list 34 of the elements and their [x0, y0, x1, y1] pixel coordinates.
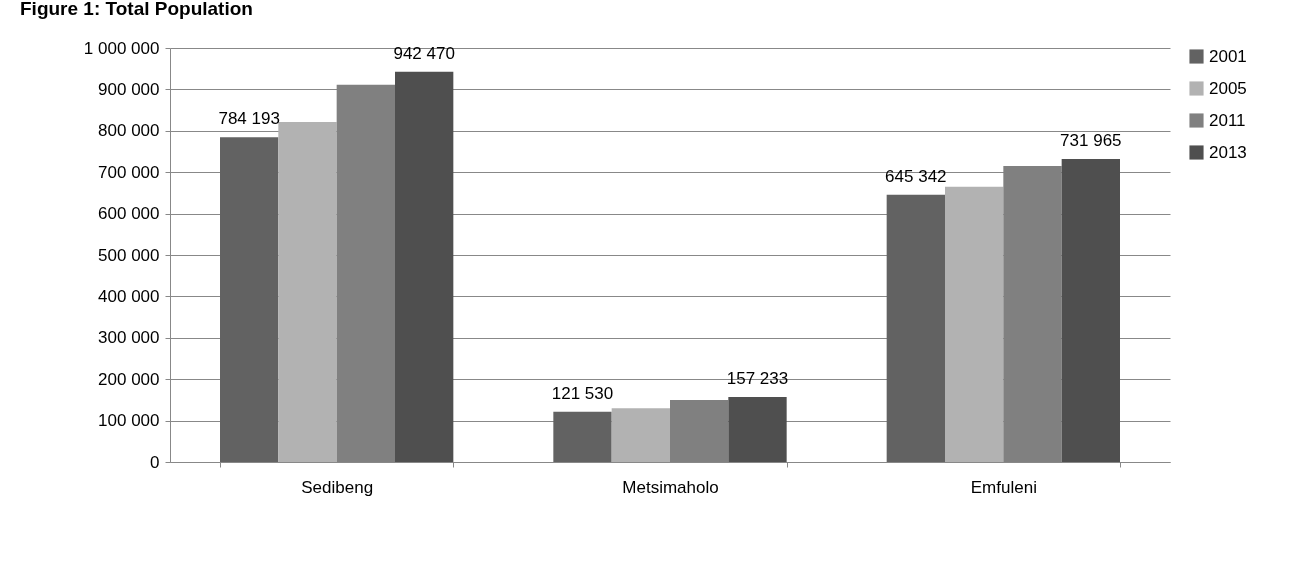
x-tick-label: Sedibeng [301, 477, 374, 497]
bar [728, 396, 787, 462]
y-tick-label: 500 000 [98, 245, 160, 265]
data-label: 731 965 [1060, 130, 1122, 150]
y-tick-label: 400 000 [98, 286, 160, 306]
bar [886, 194, 945, 462]
data-label: 942 470 [393, 43, 455, 63]
legend-label: 2005 [1209, 78, 1247, 98]
bar [220, 137, 279, 462]
y-tick-label: 700 000 [98, 162, 160, 182]
data-label: 784 193 [218, 109, 280, 129]
bar [1061, 158, 1120, 462]
y-tick-label: 800 000 [98, 121, 160, 141]
bar [553, 411, 612, 462]
chart-title: Figure 1: Total Population [20, 0, 253, 19]
data-label: 645 342 [885, 166, 947, 186]
bar [278, 122, 337, 462]
bar [945, 186, 1004, 462]
y-tick-label: 600 000 [98, 204, 160, 224]
legend-label: 2013 [1209, 142, 1247, 162]
data-label: 121 530 [551, 383, 614, 403]
bar [395, 71, 454, 462]
legend-label: 2011 [1209, 110, 1246, 130]
y-tick-label: 300 000 [98, 328, 160, 348]
data-label: 157 233 [726, 368, 789, 388]
bar [611, 408, 670, 462]
y-tick-label: 1 000 000 [83, 38, 160, 58]
y-tick-label: 0 [150, 452, 160, 472]
x-tick-label: Metsimaholo [622, 477, 719, 497]
y-tick-label: 200 000 [98, 369, 160, 389]
x-tick-label: Emfuleni [970, 477, 1037, 497]
y-tick-label: 900 000 [98, 79, 160, 99]
legend-label: 2001 [1209, 46, 1247, 66]
y-tick-label: 100 000 [98, 411, 160, 431]
